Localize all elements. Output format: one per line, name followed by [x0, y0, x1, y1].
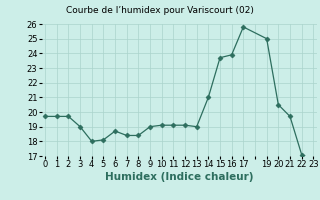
Text: Courbe de l’humidex pour Variscourt (02): Courbe de l’humidex pour Variscourt (02): [66, 6, 254, 15]
X-axis label: Humidex (Indice chaleur): Humidex (Indice chaleur): [105, 172, 253, 182]
